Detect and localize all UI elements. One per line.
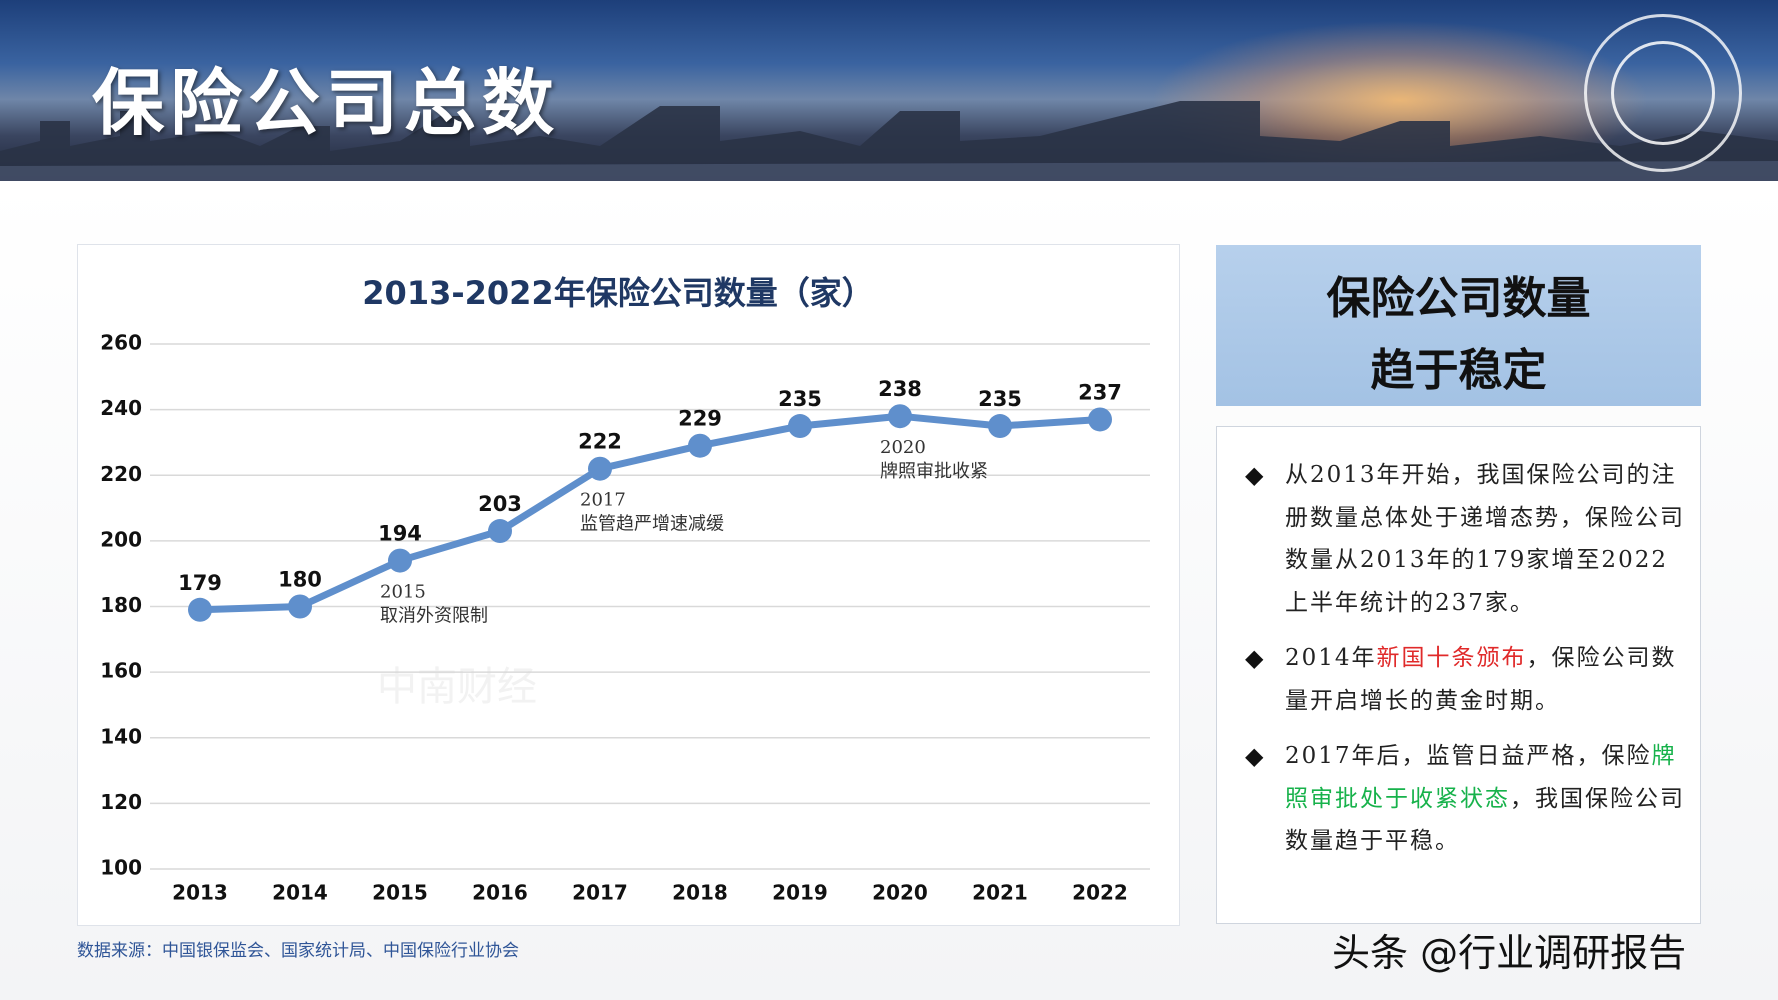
value-label: 235 — [778, 387, 822, 411]
x-tick-label: 2016 — [472, 881, 528, 905]
logo — [1584, 14, 1742, 172]
watermark: 中南财经 — [377, 664, 537, 710]
bullet-text: ，保险公司数量开启增长的黄金时期。 — [1285, 645, 1677, 714]
y-tick-label: 160 — [100, 659, 142, 683]
x-tick-label: 2018 — [672, 881, 728, 905]
value-label: 238 — [878, 377, 922, 401]
page-title: 保险公司总数 — [92, 61, 561, 145]
point — [388, 548, 412, 573]
bullet-text: ，我国保险公司数量趋于平稳。 — [1285, 785, 1685, 855]
value-label: 194 — [378, 522, 422, 546]
point — [188, 597, 212, 622]
panel-header: 保险公司数量 趋于稳定 — [1216, 245, 1701, 406]
chart-frame — [77, 244, 1180, 926]
y-tick-label: 240 — [100, 396, 142, 420]
y-tick-label: 180 — [100, 593, 142, 617]
bullet-text: 2014年 — [1285, 645, 1377, 671]
y-tick-label: 260 — [100, 331, 142, 355]
y-tick-label: 140 — [100, 724, 142, 748]
point — [488, 519, 512, 544]
bullet: 2017年后，监管日益严格，保险牌照审批处于收紧状态，我国保险公司数量趋于平稳。 — [1245, 735, 1690, 863]
value-label: 203 — [478, 492, 522, 516]
y-tick-label: 120 — [100, 790, 142, 814]
annotation: 2020 — [880, 437, 926, 458]
point — [1088, 407, 1112, 432]
annotation: 2015 — [380, 582, 426, 603]
x-tick-label: 2022 — [1072, 881, 1128, 905]
credit: 头条 @行业调研报告 — [1332, 931, 1687, 975]
panel-body: 从2013年开始，我国保险公司的注册数量总体处于递增态势，保险公司数量从2013… — [1216, 426, 1701, 924]
bullet: 从2013年开始，我国保险公司的注册数量总体处于递增态势，保险公司数量从2013… — [1245, 454, 1690, 624]
city-skyline — [0, 101, 1778, 181]
value-label: 237 — [1078, 380, 1122, 404]
value-label: 179 — [178, 571, 222, 595]
annotation: 取消外资限制 — [380, 606, 488, 627]
bullet-text: 2017年后，监管日益严格，保险 — [1285, 743, 1652, 769]
source-note: 数据来源：中国银保监会、国家统计局、中国保险行业协会 — [77, 941, 519, 961]
point — [288, 594, 312, 619]
x-tick-label: 2020 — [872, 881, 928, 905]
banner: 保险公司总数 — [0, 0, 1778, 181]
value-label: 229 — [678, 407, 722, 431]
value-label: 180 — [278, 568, 322, 592]
x-tick-label: 2014 — [272, 881, 328, 905]
value-label: 235 — [978, 387, 1022, 411]
chart: 2013-2022年保险公司数量（家） 中南财经 100 120 140 160 180 2… — [100, 274, 1150, 905]
point — [788, 414, 812, 439]
point — [888, 404, 912, 429]
bullet-highlight: 牌照审批处于收紧状态 — [1285, 743, 1677, 812]
point — [988, 414, 1012, 439]
point — [588, 456, 612, 481]
y-tick-label: 100 — [100, 856, 142, 880]
bullet-text: 从2013年开始，我国保险公司的注册数量总体处于递增态势，保险公司数量从2013… — [1285, 462, 1685, 616]
y-tick-label: 200 — [100, 527, 142, 551]
bullet: 2014年新国十条颁布，保险公司数量开启增长的黄金时期。 — [1245, 637, 1690, 722]
annotation: 牌照审批收紧 — [880, 461, 988, 482]
logo-inner — [1611, 41, 1715, 145]
chart-title: 2013-2022年保险公司数量（家） — [362, 274, 873, 312]
x-tick-label: 2021 — [972, 881, 1028, 905]
line — [199, 412, 1101, 614]
bullet-highlight: 新国十条颁布 — [1376, 645, 1527, 671]
point — [688, 433, 712, 458]
y-tick-label: 220 — [100, 462, 142, 486]
annotation: 监管趋严增速减缓 — [580, 514, 724, 535]
x-tick-label: 2015 — [372, 881, 428, 905]
panel-title: 趋于稳定 — [1370, 345, 1547, 396]
x-tick-label: 2019 — [772, 881, 828, 905]
x-tick-label: 2017 — [572, 881, 628, 905]
annotation: 2017 — [580, 490, 626, 511]
panel-title: 保险公司数量 — [1326, 273, 1591, 324]
x-tick-label: 2013 — [172, 881, 228, 905]
value-label: 222 — [578, 430, 622, 454]
